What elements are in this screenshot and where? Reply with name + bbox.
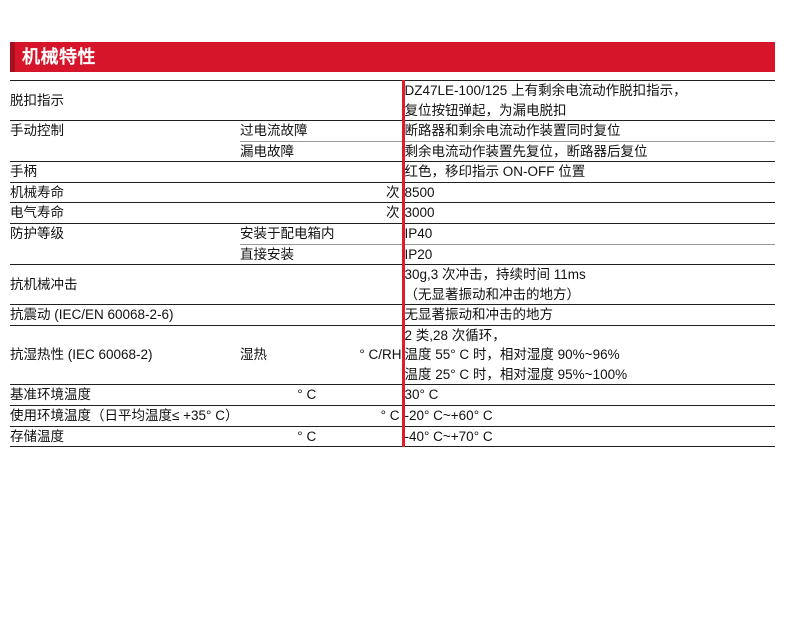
row-label: 手动控制 [10, 120, 240, 142]
row-sublabel: 安装于配电箱内 [240, 225, 335, 241]
row-mid [240, 161, 403, 183]
row-label: 抗机械冲击 [10, 264, 240, 305]
table-row: 防护等级 安装于配电箱内 IP40 [10, 222, 775, 244]
row-label: 抗震动 (IEC/EN 60068-2-6) [10, 304, 240, 326]
row-value: IP40 [401, 222, 775, 244]
row-sublabel: 漏电故障 [240, 143, 294, 159]
table-row: 抗震动 (IEC/EN 60068-2-6) 无显著振动和冲击的地方 [10, 304, 775, 326]
table-row: 漏电故障 剩余电流动作装置先复位，断路器后复位 [10, 140, 775, 162]
row-mid: ° C [240, 425, 403, 448]
table-row: 使用环境温度（日平均温度≤ +35° C） ° C -20° C~+60° C [10, 405, 775, 427]
row-unit: ° C [380, 408, 400, 423]
table-row: 抗湿热性 (IEC 60068-2) 湿热 ° C/RH 2 类,28 次循环，… [10, 324, 775, 385]
table-row: 抗机械冲击 30g,3 次冲击，持续时间 11ms （无显著振动和冲击的地方） [10, 264, 775, 305]
row-unit: 次 [386, 205, 400, 221]
table-row: 手动控制 过电流故障 断路器和剩余电流动作装置同时复位 [10, 120, 775, 142]
row-value: 3000 [401, 202, 775, 224]
row-mid: 次 [240, 181, 403, 203]
row-label: 机械寿命 [10, 181, 240, 203]
row-label: 使用环境温度（日平均温度≤ +35° C） [10, 405, 240, 427]
table-row: 脱扣指示 DZ47LE-100/125 上有剩余电流动作脱扣指示， 复位按钮弹起… [10, 79, 775, 121]
mechanical-characteristics-table: 脱扣指示 DZ47LE-100/125 上有剩余电流动作脱扣指示， 复位按钮弹起… [10, 79, 775, 448]
row-mid: 次 [240, 202, 403, 224]
row-label: 基准环境温度 [10, 384, 240, 406]
row-mid: ° C [240, 384, 403, 406]
row-unit: ° C/RH [359, 347, 402, 363]
row-unit: ° C [297, 428, 317, 444]
section-title: 机械特性 [22, 47, 96, 67]
row-mid: ° C [240, 405, 403, 427]
row-value: 30° C [401, 384, 775, 406]
row-value: 红色，移印指示 ON-OFF 位置 [401, 161, 775, 183]
row-value: -20° C~+60° C [401, 405, 775, 427]
row-label [10, 141, 240, 162]
row-unit: 次 [386, 184, 400, 200]
row-mid: 过电流故障 [240, 120, 403, 142]
table-row: 存储温度 ° C -40° C~+70° C [10, 425, 775, 448]
row-label: 脱扣指示 [10, 79, 240, 121]
row-label [10, 244, 240, 265]
row-label: 存储温度 [10, 425, 240, 448]
row-sublabel: 过电流故障 [240, 123, 308, 139]
row-value: 剩余电流动作装置先复位，断路器后复位 [401, 140, 775, 162]
row-value: -40° C~+70° C [401, 425, 775, 448]
row-label: 防护等级 [10, 222, 240, 244]
table-row: 手柄 红色，移印指示 ON-OFF 位置 [10, 161, 775, 183]
row-value: DZ47LE-100/125 上有剩余电流动作脱扣指示， 复位按钮弹起，为漏电脱… [401, 79, 775, 121]
row-label: 手柄 [10, 161, 240, 183]
table-row: 机械寿命 次 8500 [10, 181, 775, 203]
table-row: 电气寿命 次 3000 [10, 202, 775, 224]
row-value: 2 类,28 次循环， 温度 55° C 时，相对湿度 90%~96% 温度 2… [401, 324, 775, 385]
row-mid: 漏电故障 [240, 140, 403, 162]
row-label: 抗湿热性 (IEC 60068-2) [10, 324, 240, 385]
row-unit: ° C [297, 387, 317, 403]
row-mid: 安装于配电箱内 [240, 222, 403, 244]
table-row: 基准环境温度 ° C 30° C [10, 384, 775, 406]
row-mid [240, 79, 403, 121]
row-value: IP20 [401, 243, 775, 265]
row-value: 30g,3 次冲击，持续时间 11ms （无显著振动和冲击的地方） [401, 264, 775, 305]
header-accent-stripe [10, 42, 15, 72]
row-sublabel: 直接安装 [240, 246, 294, 262]
row-mid [240, 264, 403, 305]
row-value: 断路器和剩余电流动作装置同时复位 [401, 120, 775, 142]
row-mid: 直接安装 [240, 243, 403, 265]
table-row: 直接安装 IP20 [10, 243, 775, 265]
row-value: 无显著振动和冲击的地方 [401, 304, 775, 326]
row-label: 电气寿命 [10, 202, 240, 224]
section-header-bar: 机械特性 [10, 42, 775, 72]
row-value: 8500 [401, 181, 775, 203]
row-mid [240, 304, 403, 326]
row-mid: 湿热 ° C/RH [240, 324, 403, 385]
row-sublabel: 湿热 [240, 347, 267, 363]
